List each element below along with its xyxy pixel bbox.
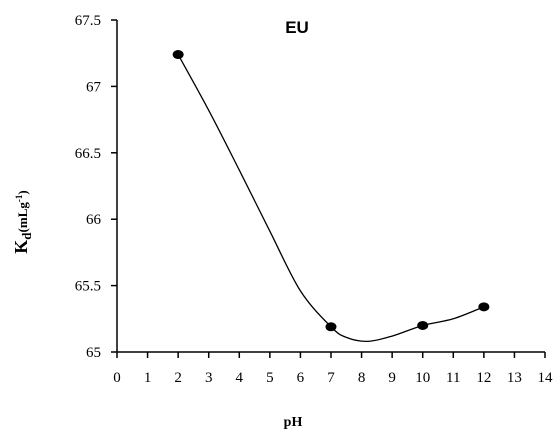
y-axis-label-sub: d bbox=[19, 232, 34, 240]
x-tick-label: 10 bbox=[415, 370, 430, 386]
axes bbox=[116, 20, 545, 353]
y-axis-label-unit: (mLg bbox=[15, 202, 30, 233]
x-tick-label: 8 bbox=[358, 370, 366, 386]
x-tick-label: 12 bbox=[476, 370, 491, 386]
y-tick-label: 65 bbox=[86, 345, 101, 361]
y-axis-label-sup: -1 bbox=[14, 194, 24, 202]
x-tick-label: 7 bbox=[327, 370, 335, 386]
y-tick-label: 65.5 bbox=[75, 279, 101, 295]
chart-title: EU bbox=[285, 18, 309, 37]
y-ticks: 65 65.5 66 66.5 67 67.5 bbox=[75, 13, 117, 361]
y-tick-label: 66.5 bbox=[75, 146, 101, 162]
data-point bbox=[325, 322, 337, 332]
x-tick-label: 4 bbox=[236, 370, 244, 386]
y-axis-label: Kd(mLg-1) bbox=[11, 190, 34, 253]
x-tick-label: 1 bbox=[144, 370, 152, 386]
x-tick-label: 6 bbox=[297, 370, 305, 386]
x-tick-label: 2 bbox=[174, 370, 182, 386]
series-line bbox=[177, 54, 485, 343]
y-axis-label-main: K bbox=[11, 240, 31, 254]
x-axis-label: pH bbox=[284, 415, 303, 430]
x-tick-label: 9 bbox=[388, 370, 396, 386]
y-tick-label: 67.5 bbox=[75, 13, 101, 29]
x-tick-label: 14 bbox=[538, 370, 554, 386]
x-tick-label: 5 bbox=[266, 370, 274, 386]
y-axis-label-close: ) bbox=[15, 190, 30, 194]
data-point bbox=[478, 302, 490, 312]
x-tick-label: 11 bbox=[446, 370, 460, 386]
series bbox=[172, 50, 490, 343]
data-point bbox=[417, 320, 429, 330]
y-tick-label: 67 bbox=[86, 79, 102, 95]
x-tick-label: 0 bbox=[113, 370, 121, 386]
x-ticks: 0 1 2 3 4 5 6 7 8 9 10 11 12 13 14 bbox=[113, 352, 553, 386]
x-tick-label: 3 bbox=[205, 370, 213, 386]
data-point bbox=[172, 50, 184, 60]
y-tick-label: 66 bbox=[86, 212, 102, 228]
x-tick-label: 13 bbox=[507, 370, 522, 386]
